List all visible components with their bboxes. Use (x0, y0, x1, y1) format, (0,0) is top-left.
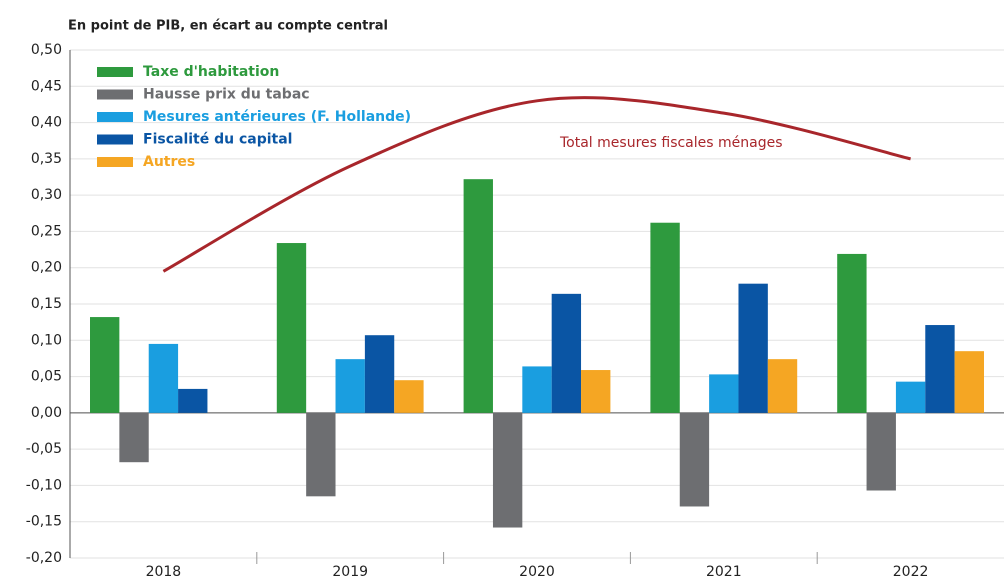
y-tick-label: 0,45 (31, 78, 62, 94)
bar (119, 412, 149, 463)
legend-label: Autres (143, 154, 195, 170)
bar (709, 374, 739, 413)
y-tick-label: 0,20 (31, 260, 62, 276)
bar (837, 253, 867, 413)
bar (895, 381, 926, 413)
y-tick-label: 0,40 (31, 115, 62, 131)
bar (925, 325, 955, 413)
x-tick-label: 2018 (146, 564, 182, 580)
bar (148, 343, 179, 413)
bar (679, 412, 710, 507)
bar (738, 283, 768, 413)
y-tick-label: 0,30 (31, 187, 62, 203)
legend-swatch (97, 67, 133, 77)
legend-label: Mesures antérieures (F. Hollande) (143, 109, 411, 125)
y-tick-label: 0,00 (31, 405, 62, 421)
legend-label: Taxe d'habitation (143, 64, 279, 80)
bar (581, 370, 611, 413)
bar (276, 243, 307, 413)
total-line (162, 96, 911, 273)
legend-swatch (97, 112, 133, 122)
y-tick-label: 0,15 (31, 296, 62, 312)
bar (492, 412, 523, 528)
legend-label: Fiscalité du capital (143, 132, 292, 148)
y-tick-label: 0,25 (31, 223, 62, 239)
y-tick-label: -0,20 (26, 550, 62, 566)
bar (178, 388, 208, 413)
legend-swatch (97, 157, 133, 167)
y-tick-label: 0,05 (31, 369, 62, 385)
x-tick-label: 2020 (519, 564, 555, 580)
y-tick-label: -0,05 (26, 441, 62, 457)
bar (364, 335, 395, 413)
bar (866, 412, 896, 491)
legend-label: Hausse prix du tabac (143, 87, 310, 103)
x-tick-label: 2022 (893, 564, 929, 580)
legend-swatch (97, 89, 133, 100)
x-tick-label: 2021 (706, 564, 742, 580)
x-tick-label: 2019 (332, 564, 368, 580)
y-tick-label: 0,10 (31, 332, 62, 348)
bar (522, 366, 552, 413)
y-tick-label: -0,15 (26, 514, 62, 530)
chart-title: En point de PIB, en écart au compte cent… (68, 19, 388, 34)
bar (650, 222, 680, 413)
y-tick-label: -0,10 (26, 477, 62, 493)
legend-swatch (97, 134, 133, 145)
bar (90, 317, 120, 413)
y-tick-label: 0,50 (31, 42, 62, 58)
bar (306, 412, 336, 497)
bar (767, 359, 798, 413)
line-label: Total mesures fiscales ménages (559, 135, 783, 151)
bar (463, 179, 493, 413)
bar (335, 359, 365, 413)
bar (551, 293, 582, 413)
y-tick-label: 0,35 (31, 151, 62, 167)
bar (954, 351, 984, 413)
bar (394, 380, 424, 413)
